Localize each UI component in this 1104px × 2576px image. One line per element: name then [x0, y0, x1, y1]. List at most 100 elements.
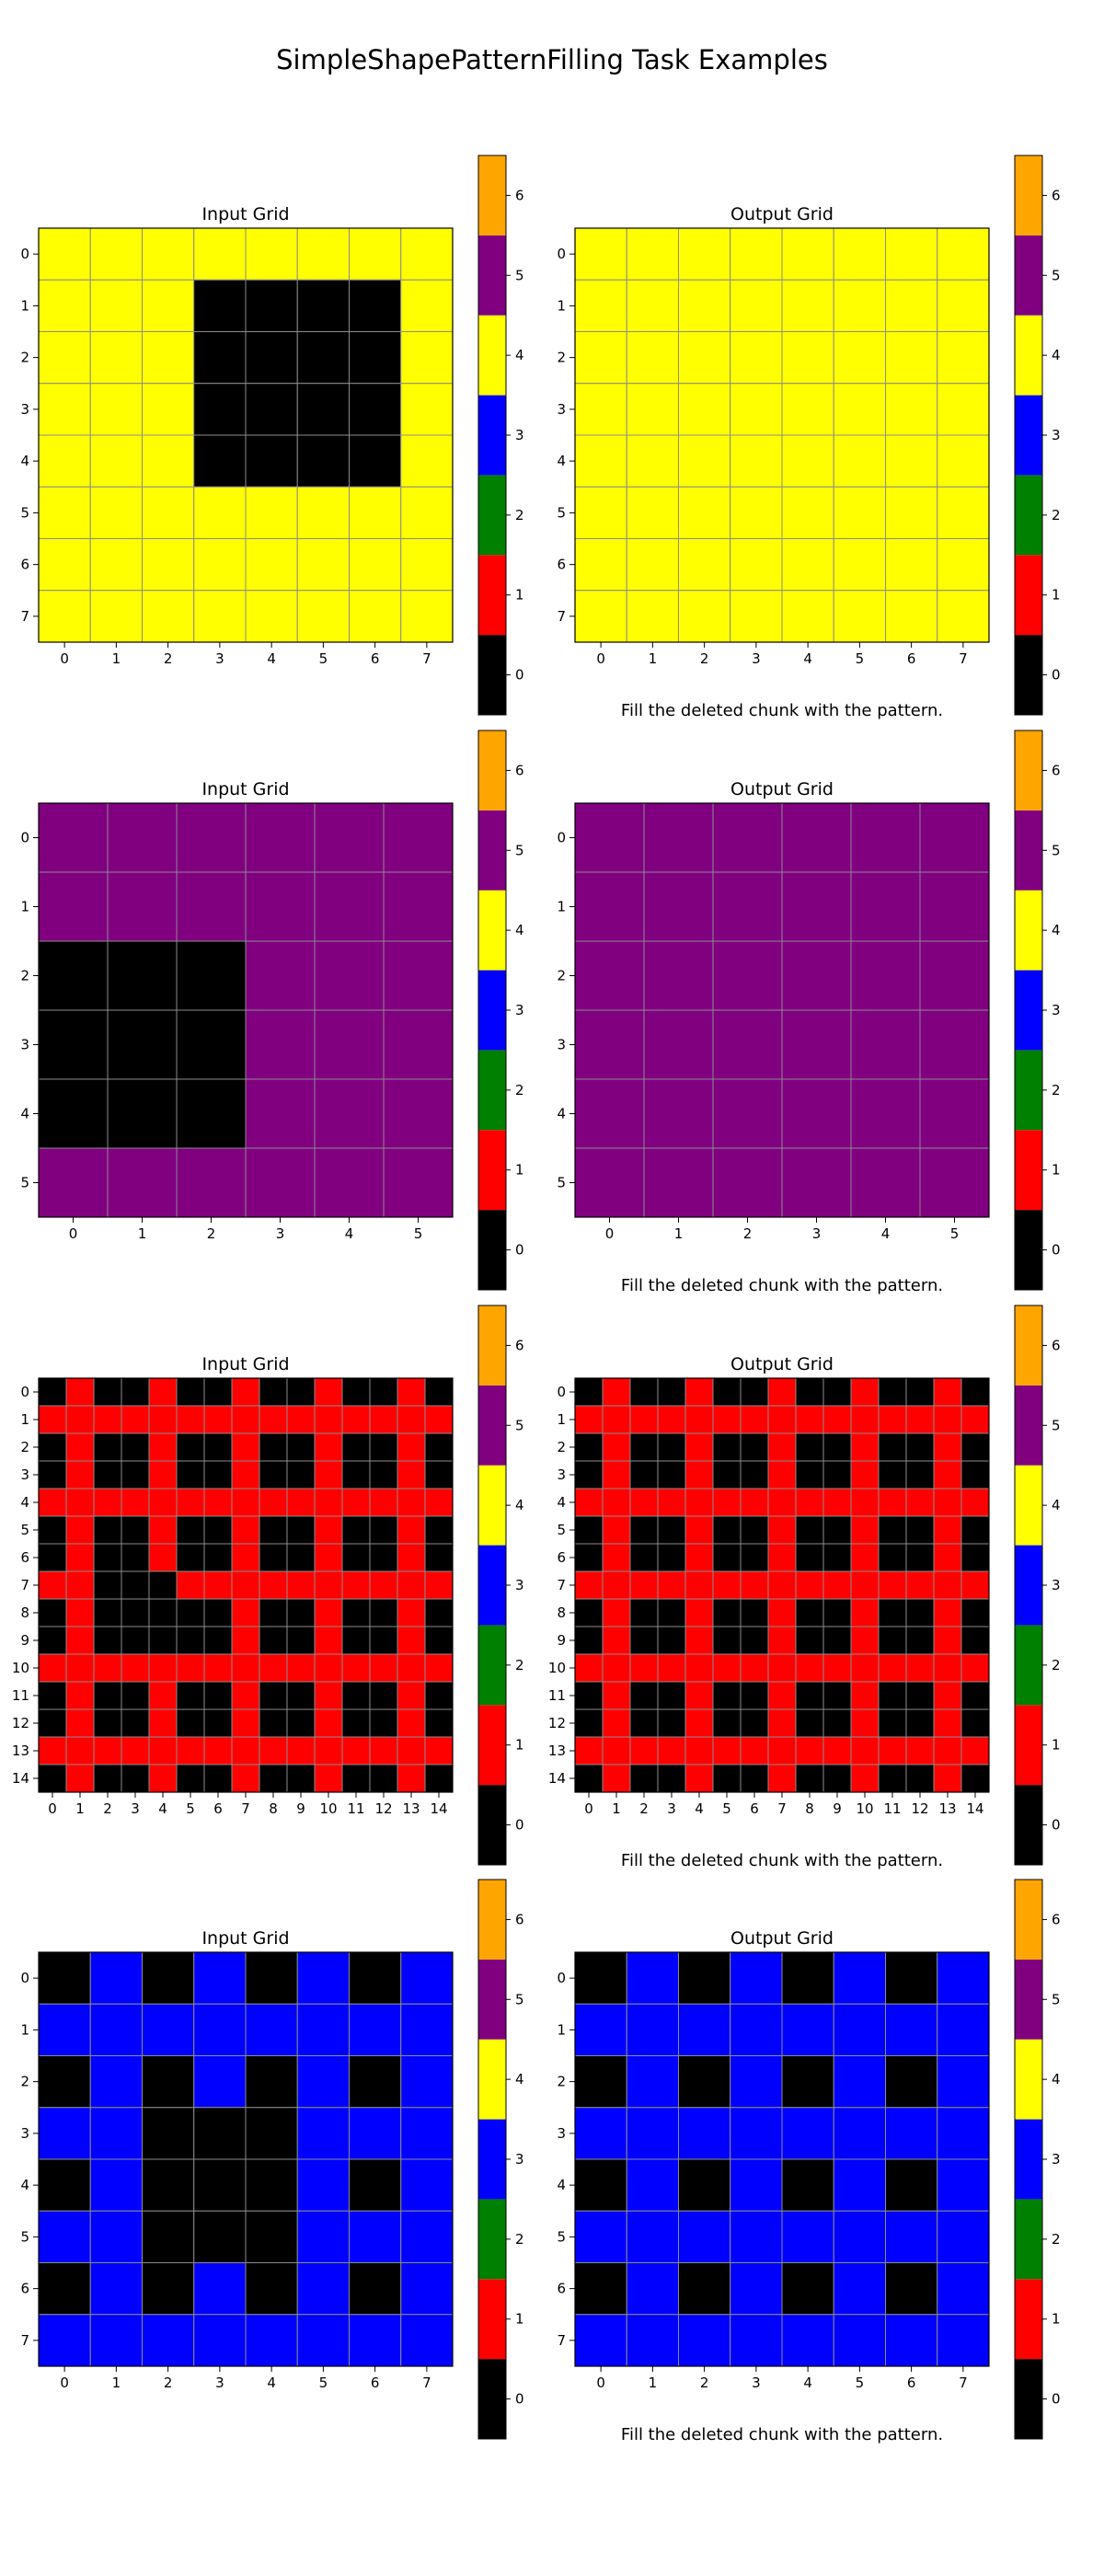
grid-cell — [121, 1377, 150, 1407]
grid-cell — [678, 2003, 731, 2056]
x-tick-label: 3 — [276, 1225, 285, 1242]
colorbar-frame — [1014, 1879, 1043, 2440]
grid-cell — [203, 1708, 233, 1738]
colorbar-swatch — [478, 1705, 506, 1786]
y-tick-label: 2 — [20, 350, 29, 366]
y-tick-label: 5 — [557, 2228, 566, 2245]
grid-cell — [574, 1653, 604, 1683]
grid-cell — [574, 538, 627, 592]
grid-cell — [712, 802, 783, 873]
colorbar-tick-label: 4 — [515, 2071, 524, 2087]
grid-cell — [193, 1951, 247, 2005]
x-tick-label: 4 — [803, 650, 812, 667]
grid-cell — [781, 871, 852, 942]
grid-cell — [712, 1598, 742, 1627]
grid-cell — [142, 1951, 195, 2005]
grid-cell — [781, 1951, 834, 2005]
grid-cell — [369, 1708, 398, 1738]
grid-cell — [148, 1515, 178, 1545]
grid-cell — [574, 1598, 604, 1627]
grid-cell — [286, 1543, 316, 1572]
colorbar-tick-label: 0 — [1052, 1242, 1061, 1259]
grid-cell — [231, 1708, 260, 1738]
grid-cell — [905, 1598, 935, 1627]
grid-cell — [574, 1764, 604, 1793]
grid-cell — [643, 1078, 714, 1149]
grid-cell — [712, 1708, 742, 1738]
colorbar-swatch — [1015, 730, 1042, 811]
grid-cell — [905, 1543, 935, 1572]
grid-cell — [657, 1432, 686, 1462]
grid-cell — [960, 1598, 990, 1627]
grid-cell — [349, 2262, 402, 2316]
y-tick-label: 12 — [12, 1715, 29, 1731]
grid-cell — [919, 871, 990, 942]
grid-cell — [767, 1515, 797, 1545]
grid-cell — [383, 1009, 454, 1080]
colorbar-swatch — [1015, 1385, 1042, 1466]
grid-cell — [574, 871, 645, 942]
grid-cell — [602, 1543, 631, 1572]
grid-cell — [193, 486, 247, 539]
x-tick-label: 7 — [777, 1800, 787, 1817]
grid-cell — [245, 1951, 298, 2005]
colorbar-swatch — [478, 315, 506, 396]
grid-cell — [905, 1432, 935, 1462]
grid-cell — [369, 1432, 398, 1462]
grid-cell — [193, 227, 247, 281]
grid-cell — [148, 1488, 178, 1517]
grid-cell — [933, 1598, 962, 1627]
grid-cell — [349, 2158, 402, 2212]
y-tick-label: 13 — [12, 1742, 29, 1759]
y-tick-label: 6 — [20, 2281, 29, 2297]
grid-cell — [905, 1488, 935, 1517]
grid-cell — [93, 1488, 122, 1517]
grid-cell — [678, 590, 731, 643]
grid-cell — [885, 2314, 938, 2367]
colorbar-tick-label: 0 — [1052, 2391, 1061, 2408]
grid-cell — [684, 1736, 714, 1765]
grid-cell — [245, 2262, 298, 2316]
y-tick-label: 5 — [557, 1522, 566, 1538]
grid-cell — [383, 940, 454, 1011]
colorbar-tick-label: 1 — [515, 1737, 524, 1754]
colorbar-swatch — [478, 890, 506, 971]
y-tick-label: 2 — [557, 350, 566, 366]
grid-cell — [65, 1405, 95, 1434]
grid-cell — [176, 1653, 205, 1683]
x-tick-label: 0 — [596, 2375, 605, 2391]
grid-cell — [937, 434, 990, 488]
grid-cell — [885, 2158, 938, 2212]
grid-cell — [730, 538, 783, 592]
grid-cell — [341, 1488, 371, 1517]
grid-cell — [314, 940, 385, 1011]
grid-cell — [822, 1515, 852, 1545]
grid-cell — [678, 383, 731, 436]
grid-cell — [397, 1432, 426, 1462]
grid-cell — [960, 1432, 990, 1462]
grid-cell — [65, 1764, 95, 1793]
grid-cell — [397, 1708, 426, 1738]
grid-cell — [369, 1405, 398, 1434]
colorbar-tick-label: 5 — [515, 842, 524, 858]
x-tick-label: 0 — [605, 1225, 615, 1242]
grid-cell — [919, 1009, 990, 1080]
grid-cell — [286, 1681, 316, 1710]
grid-cell — [905, 1708, 935, 1738]
grid-cell — [740, 1488, 769, 1517]
grid-cell — [369, 1570, 398, 1600]
y-tick-label: 7 — [20, 2332, 29, 2349]
y-tick-label: 1 — [20, 297, 29, 314]
grid-cell — [730, 434, 783, 488]
x-tick-label: 1 — [674, 1225, 684, 1242]
grid-cell — [885, 2107, 938, 2160]
grid-cell — [203, 1736, 233, 1765]
grid-cell — [885, 590, 938, 643]
colorbar-tick-label: 5 — [515, 1417, 524, 1433]
grid-cell — [176, 802, 247, 873]
grid-cell — [400, 2210, 454, 2263]
grid-cell — [626, 331, 679, 385]
grid-cell — [626, 227, 679, 281]
grid-cell — [795, 1681, 824, 1710]
